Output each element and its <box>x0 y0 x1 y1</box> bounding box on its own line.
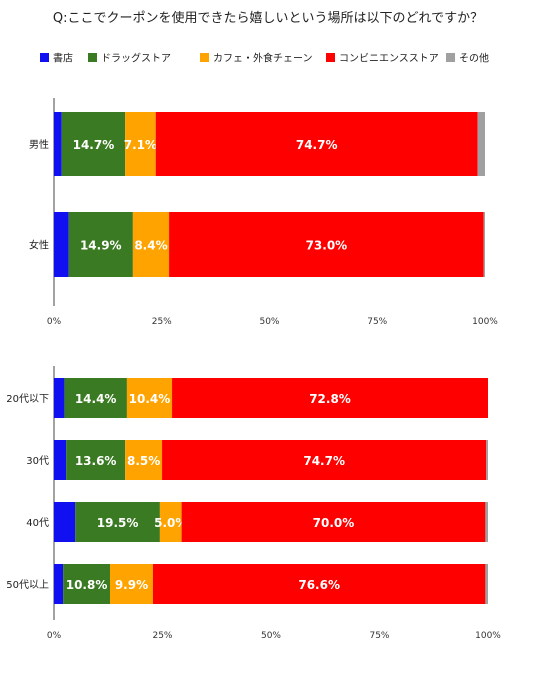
legend-item-2: カフェ・外食チェーン <box>200 52 313 65</box>
bar-segment <box>54 212 69 277</box>
data-label: 19.5% <box>97 516 139 530</box>
data-label: 14.4% <box>75 392 117 406</box>
category-label: 20代以下 <box>6 393 49 405</box>
bar-segment <box>68 212 133 277</box>
bar-segment <box>109 564 153 604</box>
legend-swatch <box>326 53 335 62</box>
bar-segment <box>61 112 126 176</box>
bar-segment <box>125 112 156 176</box>
bar-segment <box>54 440 67 480</box>
data-label: 7.1% <box>124 138 157 152</box>
data-label: 70.0% <box>313 516 355 530</box>
legend-item-4: その他 <box>446 52 489 65</box>
bar-segment <box>485 564 488 604</box>
bar-segment <box>66 440 126 480</box>
legend-label: カフェ・外食チェーン <box>213 52 313 65</box>
legend-label: 書店 <box>53 52 73 65</box>
bar-segment <box>75 502 160 542</box>
chart-title: Q:ここでクーポンを使用できたら嬉しいという場所は以下のどれですか？ <box>53 10 483 26</box>
x-tick-label: 75% <box>369 631 389 641</box>
data-label: 74.7% <box>303 454 345 468</box>
data-label: 76.6% <box>298 578 340 592</box>
bar-segment <box>485 502 488 542</box>
data-label: 14.7% <box>73 138 115 152</box>
data-label: 9.9% <box>115 578 148 592</box>
bar-segment <box>54 112 62 176</box>
legend-swatch <box>200 53 209 62</box>
bar-segment <box>125 440 163 480</box>
category-label: 女性 <box>29 239 49 252</box>
legend-swatch <box>40 53 49 62</box>
chart-age: 0% 25% 50% 75% 100% 20代以下 14.4% 10.4% 72.8% 30代 13… <box>6 366 501 641</box>
bar-segment <box>477 112 485 176</box>
bar-segment <box>126 378 173 418</box>
bar-segment <box>132 212 170 277</box>
x-tick-label: 50% <box>261 631 281 641</box>
legend-label: コンビニエンスストア <box>339 53 439 65</box>
data-label: 72.8% <box>309 392 351 406</box>
data-label: 73.0% <box>306 239 348 253</box>
bar-segment <box>169 212 484 277</box>
bar-segment <box>64 378 127 418</box>
legend-item-3: コンビニエンスストア <box>326 53 439 65</box>
x-tick-label: 0% <box>47 631 62 641</box>
bar-segment <box>486 440 488 480</box>
x-tick-label: 100% <box>472 317 498 327</box>
legend-label: その他 <box>459 52 489 65</box>
legend-item-1: ドラッグストア <box>88 52 171 65</box>
x-tick-label: 75% <box>367 317 387 327</box>
data-label: 74.7% <box>296 138 338 152</box>
bar-segment <box>172 378 488 418</box>
bar-segment <box>162 440 487 480</box>
data-label: 10.4% <box>129 392 171 406</box>
category-label: 50代以上 <box>6 579 49 591</box>
category-label: 男性 <box>29 138 49 151</box>
data-label: 8.5% <box>127 454 160 468</box>
x-tick-label: 50% <box>259 317 279 327</box>
x-tick-label: 25% <box>152 631 172 641</box>
legend-swatch <box>446 53 455 62</box>
category-label: 40代 <box>26 517 49 529</box>
bar-segment <box>152 564 486 604</box>
x-tick-label: 100% <box>475 631 501 641</box>
bar-segment <box>155 112 478 176</box>
bar-segment <box>54 378 65 418</box>
data-label: 5.0% <box>154 516 187 530</box>
chart-gender: 0% 25% 50% 75% 100% 男性 14.7% 7.1% 74.7% 女性 14.9% 8.… <box>29 98 498 327</box>
data-label: 14.9% <box>80 239 122 253</box>
bar-segment <box>181 502 486 542</box>
bar-segment <box>483 212 485 277</box>
data-label: 13.6% <box>75 454 117 468</box>
bar-segment <box>63 564 110 604</box>
data-label: 8.4% <box>134 239 167 253</box>
legend-item-0: 書店 <box>40 52 73 65</box>
x-tick-label: 0% <box>47 317 62 327</box>
bar-segment <box>54 564 64 604</box>
bar-segment <box>159 502 182 542</box>
data-label: 10.8% <box>66 578 108 592</box>
legend-label: ドラッグストア <box>101 52 171 65</box>
bar-segment <box>54 502 76 542</box>
legend-swatch <box>88 53 97 62</box>
x-tick-label: 25% <box>152 317 172 327</box>
category-label: 30代 <box>26 455 49 467</box>
